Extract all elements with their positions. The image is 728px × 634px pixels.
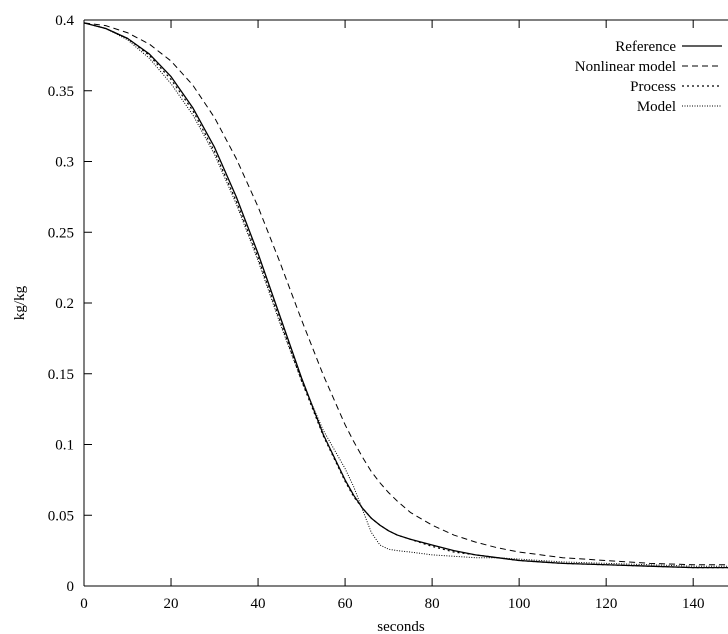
series-line-model — [83, 22, 728, 567]
y-tick-label: 0.3 — [55, 155, 74, 171]
y-tick-label: 0 — [67, 579, 75, 595]
x-ticks: 0 20 40 60 80 100 120 140 — [80, 20, 704, 612]
plot-frame — [83, 19, 728, 587]
y-tick-label: 0.25 — [48, 225, 74, 241]
series-lines — [83, 22, 728, 569]
series-line-nonlinear-model — [83, 22, 728, 566]
x-tick-label: 20 — [164, 596, 179, 612]
series-line-process — [83, 22, 728, 569]
y-tick-label: 0.2 — [55, 296, 74, 312]
legend-label-nonlinear-model: Nonlinear model — [575, 59, 676, 75]
legend: Reference Nonlinear model Process Model — [575, 39, 722, 115]
legend-label-process: Process — [630, 79, 676, 95]
x-tick-label: 0 — [80, 596, 88, 612]
y-tick-label: 0.15 — [48, 367, 74, 383]
y-axis-label: kg/kg — [12, 285, 28, 320]
series-line-reference — [83, 22, 728, 569]
legend-label-reference: Reference — [615, 39, 676, 55]
x-tick-label: 120 — [595, 596, 618, 612]
x-tick-label: 80 — [425, 596, 440, 612]
y-tick-label: 0.35 — [48, 84, 74, 100]
x-axis-label: seconds — [377, 619, 425, 634]
x-tick-label: 60 — [338, 596, 353, 612]
y-tick-label: 0.1 — [55, 438, 74, 454]
x-tick-label: 100 — [508, 596, 531, 612]
y-tick-label: 0.05 — [48, 508, 74, 524]
x-tick-label: 140 — [682, 596, 705, 612]
legend-label-model: Model — [637, 99, 676, 115]
x-tick-label: 40 — [251, 596, 266, 612]
y-ticks: 0 0.05 0.1 0.15 0.2 0.25 0.3 0.35 0.4 — [48, 13, 92, 595]
y-tick-label: 0.4 — [55, 13, 74, 29]
